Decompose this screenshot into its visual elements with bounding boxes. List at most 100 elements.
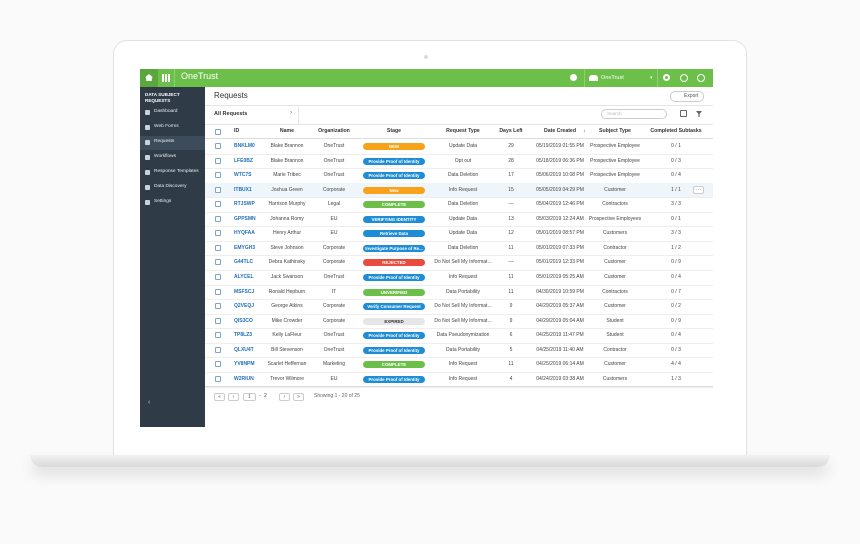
row-checkbox[interactable] (215, 259, 221, 266)
table-cell: Joshua Green (271, 186, 303, 193)
view-caret: › (290, 110, 292, 116)
nav-item[interactable]: Web Forms (154, 124, 179, 129)
request-id-link[interactable]: QIS3CO (234, 317, 253, 324)
sidebar: DATA SUBJECT REQUESTS ‹ Dashboard Web For… (140, 87, 205, 427)
row-checkbox[interactable] (215, 274, 221, 281)
request-id-link[interactable]: Q2VEQJ (234, 303, 255, 310)
table-cell: IT (331, 288, 337, 295)
table-cell: 0 / 3 (671, 157, 681, 164)
row-checkbox[interactable] (215, 288, 221, 295)
row-divider (205, 240, 713, 242)
column-header[interactable]: Completed Subtasks (650, 128, 702, 134)
column-header[interactable]: Days Left (499, 128, 523, 134)
request-id-link[interactable]: HYQFAA (234, 230, 255, 237)
row-checkbox[interactable] (215, 375, 221, 382)
search-box[interactable]: Search (601, 109, 667, 119)
row-checkbox[interactable] (215, 172, 221, 179)
request-id-link[interactable]: EMYGH3 (234, 244, 256, 251)
export-button[interactable]: Export (670, 91, 704, 102)
table-cell: Student (606, 317, 624, 324)
last-page-button[interactable]: » (293, 393, 304, 401)
row-checkbox[interactable] (215, 186, 221, 193)
nav-item[interactable]: Workflows (154, 154, 177, 159)
request-id-link[interactable]: QLXU4T (234, 346, 254, 353)
row-checkbox[interactable] (215, 332, 221, 339)
table-cell: EU (330, 230, 338, 237)
nav-icon (145, 125, 150, 130)
row-checkbox[interactable] (215, 244, 221, 251)
table-cell: 15 (508, 186, 514, 193)
row-checkbox[interactable] (215, 317, 221, 324)
nav-item[interactable]: Dashboard (154, 109, 178, 114)
help-icon[interactable] (697, 74, 705, 82)
request-id-link[interactable]: TP8LZ3 (234, 332, 253, 339)
request-id-link[interactable]: YV8NPM (234, 361, 255, 368)
row-checkbox[interactable] (215, 230, 221, 237)
row-divider (205, 357, 713, 359)
user-icon[interactable] (680, 74, 688, 82)
nav-item[interactable]: Settings (154, 199, 172, 204)
request-id-link[interactable]: ITBUX1 (234, 186, 252, 193)
column-header[interactable]: Request Type (446, 128, 480, 134)
table-cell: 13 (508, 215, 514, 222)
table-cell: OneTrust (323, 143, 345, 149)
table-cell: Customer (604, 186, 626, 193)
nav-item[interactable]: Data Discovery (154, 184, 187, 189)
next-page-button[interactable]: › (279, 393, 290, 401)
request-id-link[interactable]: W2RIUN (234, 375, 254, 382)
column-header[interactable]: ID (234, 128, 240, 134)
page-input[interactable]: 1 (243, 393, 256, 401)
column-header[interactable]: Organization (318, 128, 350, 134)
org-icon (589, 75, 598, 81)
first-page-button[interactable]: « (214, 393, 225, 401)
search-placeholder: Search (607, 111, 622, 116)
collapse-button[interactable]: ‹ (148, 399, 151, 406)
request-id-link[interactable]: WTC7S (234, 172, 252, 179)
request-id-link[interactable]: GPPSMN (234, 215, 256, 222)
nav-item[interactable]: Response Templates (154, 169, 199, 174)
calendar-button[interactable] (680, 110, 687, 117)
apps-button[interactable] (162, 74, 170, 82)
table-cell: OneTrust (323, 172, 345, 179)
row-divider (205, 270, 713, 272)
table-cell: OneTrust (323, 274, 345, 281)
view-selector[interactable]: All Requests (214, 111, 248, 117)
row-checkbox[interactable] (215, 157, 221, 164)
column-header[interactable]: Subject Type (599, 128, 631, 134)
column-header[interactable]: Name (279, 128, 295, 134)
request-id-link[interactable]: MSFSCJ (234, 288, 255, 295)
filter-button[interactable] (696, 111, 702, 117)
row-checkbox[interactable] (215, 346, 221, 353)
request-id-link[interactable]: ALYCEL (234, 274, 254, 281)
nav-item[interactable]: Requests (154, 139, 175, 144)
request-id-link[interactable]: RTJSWP (234, 201, 255, 208)
table-cell: 05/03/2019 12:24 AM (536, 215, 584, 222)
request-id-link[interactable]: G44TLC (234, 259, 254, 266)
row-checkbox[interactable] (215, 215, 221, 222)
request-id-link[interactable]: BNKLM0 (234, 143, 255, 149)
stage-badge: VERIFYING IDENTITY (363, 215, 425, 223)
table-cell: 0 / 2 (671, 303, 681, 310)
table-cell: Steve Johnson (270, 244, 304, 251)
home-button[interactable] (140, 69, 158, 87)
select-all-checkbox[interactable] (215, 129, 221, 135)
row-checkbox[interactable] (215, 303, 221, 310)
prev-page-button[interactable]: ‹ (228, 393, 239, 401)
row-checkbox[interactable] (215, 361, 221, 368)
column-header[interactable]: Stage (386, 128, 402, 134)
table-cell: 4 (509, 375, 513, 382)
divider (174, 69, 175, 87)
table-cell: Contractors (602, 201, 628, 208)
row-checkbox[interactable] (215, 143, 221, 149)
settings-icon[interactable] (663, 74, 670, 81)
table-cell: Do Not Sell My Informat... (434, 303, 492, 310)
laptop-base (30, 455, 830, 467)
org-selector[interactable]: OneTrust (601, 75, 624, 81)
column-header[interactable]: Date Created (543, 128, 576, 134)
request-id-link[interactable]: LFE0BZ (234, 157, 253, 164)
sidebar-title: DATA SUBJECT REQUESTS (145, 92, 180, 103)
notification-icon[interactable] (570, 74, 577, 81)
row-menu-button[interactable]: ··· (693, 185, 704, 194)
row-checkbox[interactable] (215, 201, 221, 208)
table-cell: 05/01/2019 05:25 AM (536, 274, 584, 281)
